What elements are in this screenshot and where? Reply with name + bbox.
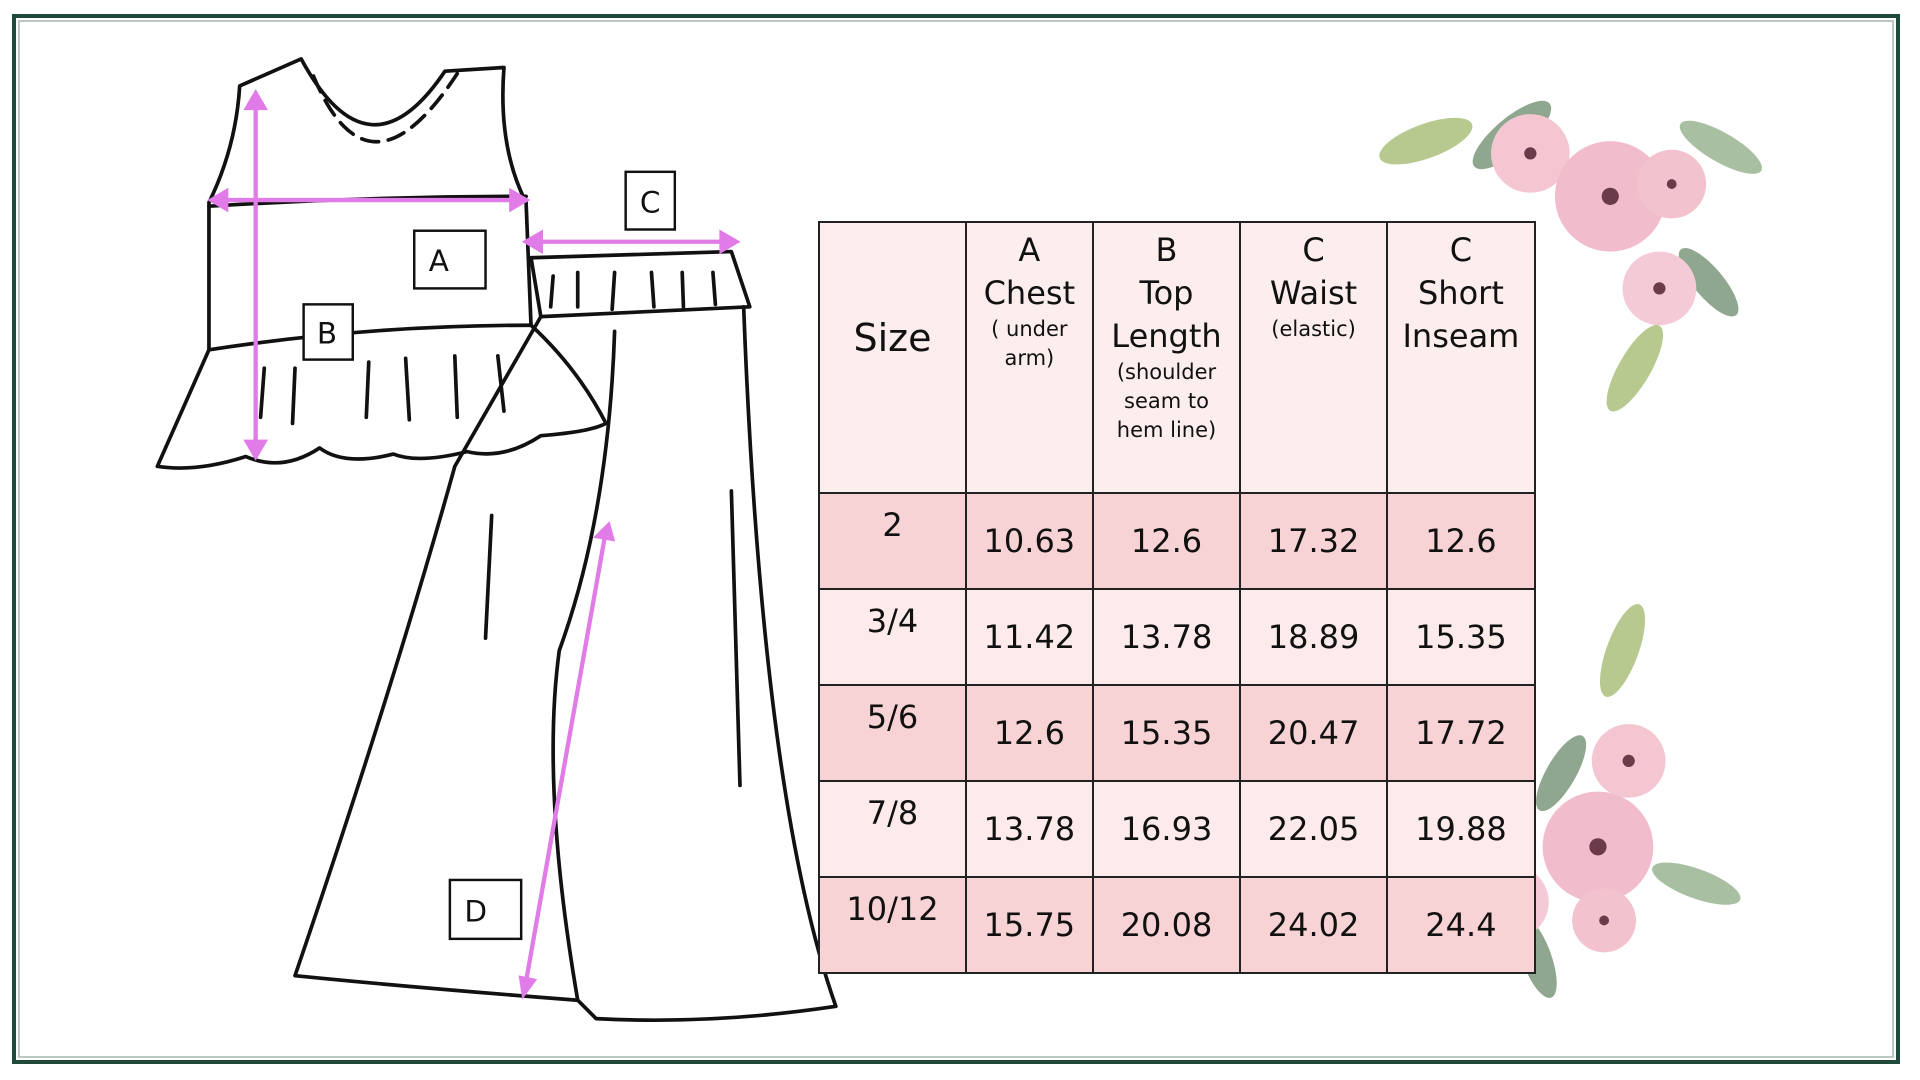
measure-cell: 13.78: [1091, 588, 1242, 686]
label-b: B: [317, 317, 337, 351]
column-note: (elastic): [1271, 317, 1356, 341]
measure-cell: 12.6: [964, 684, 1094, 782]
column-name: Short Inseam: [1402, 274, 1520, 355]
header-cell: Size: [818, 221, 967, 494]
size-row: 3/4 11.42 13.78 18.89 15.35: [818, 588, 1537, 686]
column-name: Waist: [1269, 274, 1358, 312]
header-row: Size A Chest ( under arm) B Top Length (should…: [818, 221, 1537, 494]
labels: A B C D: [317, 185, 661, 928]
size-row: 10/12 15.75 20.08 24.02 24.4: [818, 876, 1537, 974]
measure-arrows: [207, 89, 741, 1000]
measure-cell: 15.75: [964, 876, 1094, 974]
header-cell: C Short Inseam: [1385, 221, 1537, 494]
column-letter: B: [1155, 231, 1178, 269]
measure-cell: 16.93: [1091, 780, 1242, 878]
column-name: Top Length: [1111, 274, 1222, 355]
measure-cell: 13.78: [964, 780, 1094, 878]
column-letter: A: [1018, 231, 1041, 269]
size-cell: 2: [818, 492, 967, 590]
label-a: A: [429, 244, 449, 278]
flowers-top: [1379, 100, 1762, 412]
header-cell: C Waist (elastic): [1239, 221, 1388, 494]
size-cell: 10/12: [818, 876, 967, 974]
label-c: C: [640, 185, 661, 219]
measure-cell: 12.6: [1091, 492, 1242, 590]
column-letter: C: [1449, 231, 1473, 269]
measure-cell: 15.35: [1385, 588, 1537, 686]
size-row: 5/6 12.6 15.35 20.47 17.72: [818, 684, 1537, 782]
outfit-drawing: [155, 57, 838, 1023]
measure-cell: 15.35: [1091, 684, 1242, 782]
measure-cell: 11.42: [964, 588, 1094, 686]
label-boxes: [302, 170, 677, 941]
column-note: (shoulder seam to hem line): [1116, 360, 1217, 442]
measure-cell: 12.6: [1385, 492, 1537, 590]
column-letter: C: [1302, 231, 1325, 269]
measure-cell: 24.4: [1385, 876, 1537, 974]
size-table: Size A Chest ( under arm) B Top Length (should…: [818, 221, 1537, 974]
measure-cell: 10.63: [964, 492, 1094, 590]
column-name: Chest: [983, 274, 1076, 312]
header-cell: B Top Length (shoulder seam to hem line): [1091, 221, 1242, 494]
size-cell: 7/8: [818, 780, 967, 878]
measure-cell: 19.88: [1385, 780, 1537, 878]
measure-cell: 18.89: [1239, 588, 1388, 686]
size-row: 7/8 13.78 16.93 22.05 19.88: [818, 780, 1537, 878]
measure-cell: 20.47: [1239, 684, 1388, 782]
measure-cell: 17.72: [1385, 684, 1537, 782]
label-d: D: [464, 895, 487, 929]
size-cell: 3/4: [818, 588, 967, 686]
frame: [12, 14, 1900, 1064]
size-cell: 5/6: [818, 684, 967, 782]
measure-cell: 20.08: [1091, 876, 1242, 974]
measure-cell: 17.32: [1239, 492, 1388, 590]
measure-cell: 22.05: [1239, 780, 1388, 878]
column-note: ( under arm): [991, 317, 1068, 370]
measure-cell: 24.02: [1239, 876, 1388, 974]
header-cell: A Chest ( under arm): [964, 221, 1094, 494]
size-row: 2 10.63 12.6 17.32 12.6: [818, 492, 1537, 590]
